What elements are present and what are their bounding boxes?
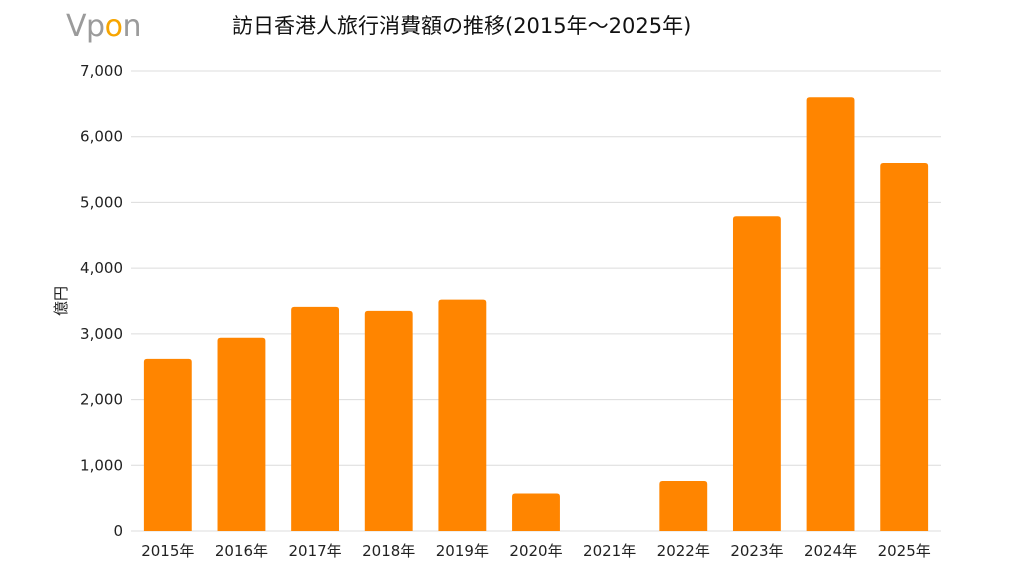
bar xyxy=(291,306,340,531)
x-tick-label: 2024年 xyxy=(804,542,857,560)
logo-text-end: n xyxy=(122,9,141,44)
bar xyxy=(364,310,413,531)
y-tick-label: 1,000 xyxy=(80,456,123,474)
logo-text-start: Vp xyxy=(66,9,105,44)
bar xyxy=(438,299,487,531)
bar xyxy=(217,337,266,531)
x-tick-label: 2018年 xyxy=(362,542,415,560)
y-tick-label: 0 xyxy=(113,522,123,540)
chart-title: 訪日香港人旅行消費額の推移(2015年～2025年) xyxy=(232,14,692,38)
x-tick-label: 2016年 xyxy=(215,542,268,560)
bar xyxy=(732,216,781,531)
bar xyxy=(659,481,708,531)
y-axis-ticks: 0 1,000 2,000 3,000 4,000 5,000 6,000 7,000 xyxy=(80,62,123,540)
bars xyxy=(143,97,929,532)
y-tick-label: 7,000 xyxy=(80,62,123,80)
y-tick-label: 4,000 xyxy=(80,259,123,277)
x-tick-label: 2022年 xyxy=(657,542,710,560)
y-tick-label: 3,000 xyxy=(80,325,123,343)
bar xyxy=(143,358,192,531)
x-tick-label: 2021年 xyxy=(583,542,636,560)
x-tick-label: 2015年 xyxy=(141,542,194,560)
x-axis-ticks: 2015年 2016年 2017年 2018年 2019年 2020年 2021年 2022年… xyxy=(141,542,931,560)
x-tick-label: 2020年 xyxy=(509,542,562,560)
x-tick-label: 2023年 xyxy=(730,542,783,560)
bar xyxy=(880,163,929,531)
bar xyxy=(512,493,560,531)
vpon-logo: Vpon xyxy=(66,10,141,44)
x-tick-label: 2019年 xyxy=(436,542,489,560)
y-tick-label: 2,000 xyxy=(80,391,123,409)
x-tick-label: 2017年 xyxy=(288,542,341,560)
y-tick-label: 5,000 xyxy=(80,193,123,211)
y-axis-label: 億円 xyxy=(52,286,70,316)
bar xyxy=(806,97,855,532)
x-tick-label: 2025年 xyxy=(878,542,931,560)
y-tick-label: 6,000 xyxy=(80,128,123,146)
logo-text-accent: o xyxy=(104,9,123,44)
